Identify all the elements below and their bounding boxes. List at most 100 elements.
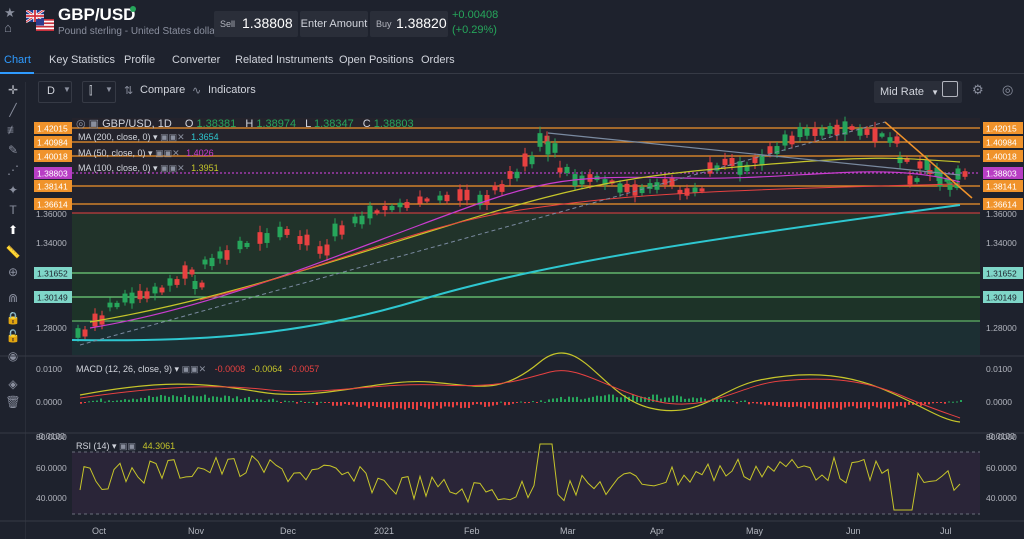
buy-price: 1.38820	[396, 15, 447, 31]
candle	[424, 198, 430, 202]
lock-icon[interactable]: 🔒	[5, 311, 21, 325]
macd-histogram-bar	[768, 402, 770, 405]
macd-histogram-bar	[104, 401, 106, 403]
unlock-icon[interactable]: 🔓	[5, 329, 21, 343]
tab-profile[interactable]: Profile	[124, 54, 156, 66]
macd-histogram-bar	[204, 394, 206, 402]
candle	[277, 226, 283, 238]
tab-related-instruments[interactable]: Related Instruments	[235, 54, 334, 66]
trash-icon[interactable]: 🗑	[5, 395, 21, 409]
fib-icon[interactable]: ≢	[7, 123, 19, 137]
macd-histogram-bar	[428, 402, 430, 409]
macd-histogram-bar	[316, 402, 318, 406]
crosshair-icon[interactable]: ✛	[7, 83, 19, 97]
ma100-legend[interactable]: MA (100, close, 0) ▾ ▣▣✕ 1.3951	[78, 163, 219, 173]
macd-axis-tick: -0.0100	[986, 431, 1015, 441]
settings-icon[interactable]: ⚙	[972, 82, 984, 97]
macd-histogram-bar	[468, 402, 470, 408]
price-axis-tick: 1.34000	[986, 238, 1017, 248]
pattern-icon[interactable]: ⋰	[7, 163, 19, 177]
left-price-tag-label: 1.30149	[37, 293, 68, 303]
layers-icon[interactable]: ◈	[8, 377, 18, 391]
macd-histogram-bar	[720, 398, 722, 402]
candle	[944, 178, 950, 182]
candle	[897, 156, 903, 164]
ma50-legend[interactable]: MA (50, close, 0) ▾ ▣▣✕ 1.4026	[78, 148, 214, 158]
candle	[417, 196, 423, 204]
ma200-legend[interactable]: MA (200, close, 0) ▾ ▣▣✕ 1.3654	[78, 132, 219, 142]
macd-histogram-bar	[636, 396, 638, 402]
candle	[92, 313, 98, 327]
alert-icon[interactable]: ⌂	[4, 20, 12, 35]
macd-histogram-bar	[744, 400, 746, 402]
macd-histogram-bar	[504, 402, 506, 406]
macd-histogram-bar	[700, 397, 702, 402]
ma50-value: 1.4026	[186, 148, 214, 158]
tab-chart[interactable]: Chart	[4, 54, 31, 66]
macd-histogram-bar	[560, 396, 562, 402]
fullscreen-icon[interactable]	[942, 81, 958, 97]
macd-histogram-bar	[848, 402, 850, 407]
pen-icon[interactable]: ✎	[7, 143, 19, 157]
zoom-icon[interactable]: ⊕	[7, 265, 19, 279]
rsi-axis-tick: 80.0000	[986, 432, 1017, 442]
macd-histogram-bar	[312, 401, 314, 403]
macd-histogram-value: -0.0008	[214, 364, 246, 374]
tab-key-statistics[interactable]: Key Statistics	[49, 54, 116, 66]
macd-line-value: -0.0064	[251, 364, 283, 374]
brush-icon[interactable]: ✦	[7, 183, 19, 197]
macd-histogram-bar	[584, 398, 586, 402]
compare-button[interactable]: Compare	[140, 84, 186, 96]
tab-orders[interactable]: Orders	[421, 54, 455, 66]
magnet-icon[interactable]: ⋒	[7, 291, 19, 305]
candle	[947, 182, 953, 190]
price-type-select[interactable]: Mid Rate ▼	[874, 81, 962, 103]
buy-button[interactable]: Buy 1.38820	[370, 11, 448, 37]
candle	[382, 205, 388, 211]
macd-histogram-bar	[408, 402, 410, 408]
caret-down-icon: ▼	[931, 88, 940, 97]
macd-histogram-bar	[804, 402, 806, 409]
tab-converter[interactable]: Converter	[172, 54, 221, 66]
rsi-legend[interactable]: RSI (14) ▾ ▣▣ 44.3061	[76, 441, 176, 451]
macd-histogram-bar	[656, 394, 658, 402]
interval-select[interactable]: D ▼	[38, 81, 72, 103]
left-price-tag-label: 1.42015	[37, 124, 68, 134]
macd-histogram-bar	[728, 400, 730, 402]
candle	[224, 250, 230, 260]
star-icon[interactable]: ★	[4, 5, 16, 20]
candle	[464, 189, 470, 201]
macd-histogram-bar	[432, 402, 434, 409]
trendline-icon[interactable]: ╱	[9, 103, 17, 117]
macd-histogram-bar	[812, 402, 814, 409]
macd-histogram-bar	[328, 402, 330, 403]
chart-type-select[interactable]: ⫿ ▼	[82, 81, 116, 103]
text-icon[interactable]: T	[9, 203, 17, 217]
macd-histogram-bar	[572, 397, 574, 402]
price-axis-tick: 1.28000	[36, 323, 67, 333]
rsi-axis-tick: 60.0000	[986, 463, 1017, 473]
candle	[352, 216, 358, 224]
candle	[639, 186, 645, 194]
macd-histogram-bar	[824, 402, 826, 410]
camera-icon[interactable]: ◎	[1002, 82, 1014, 97]
price-change: +0.00408 (+0.29%)	[452, 8, 498, 38]
amount-input[interactable]: Enter Amount	[300, 11, 368, 37]
macd-histogram-bar	[292, 401, 294, 403]
sell-button[interactable]: Sell 1.38808	[214, 11, 298, 37]
candle	[617, 183, 623, 193]
arrow-up-icon[interactable]: ⬆	[7, 223, 19, 237]
legend-settings-icon[interactable]: ◎ ▣	[76, 118, 100, 130]
right-price-tag-label: 1.42015	[986, 124, 1017, 134]
ma100-label: MA (100, close, 0)	[78, 163, 151, 173]
trendline	[547, 132, 961, 176]
rsi-axis-tick: 40.0000	[986, 493, 1017, 503]
time-axis-label: Mar	[560, 526, 576, 536]
macd-legend[interactable]: MACD (12, 26, close, 9) ▾ ▣▣✕ -0.0008 -0…	[76, 364, 320, 374]
ruler-icon[interactable]: 📏	[5, 245, 21, 259]
candle	[129, 292, 135, 304]
macd-histogram-bar	[276, 400, 278, 402]
indicators-button[interactable]: Indicators	[208, 84, 256, 96]
tab-open-positions[interactable]: Open Positions	[339, 54, 414, 66]
